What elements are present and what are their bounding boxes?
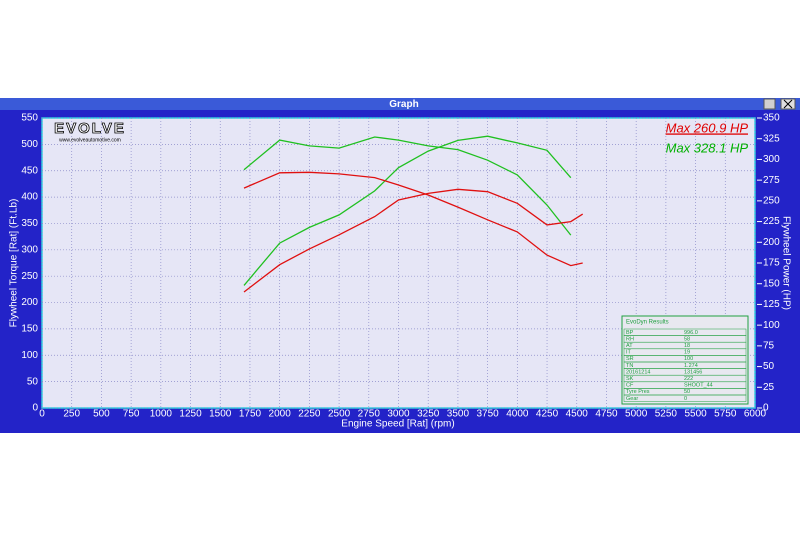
y2-tick-label: 175: [763, 258, 780, 269]
info-cell: 131456: [684, 369, 702, 375]
y2-axis-label: Flywheel Power (HP): [780, 216, 791, 310]
y2-tick-label: 350: [763, 113, 780, 124]
y-axis-label: Flywheel Torque [Rat] (Ft.Lb): [9, 199, 20, 328]
logo: EVOLVE: [54, 120, 126, 137]
x-tick-label: 500: [93, 409, 110, 420]
x-tick-label: 5500: [684, 409, 707, 420]
x-tick-label: 750: [123, 409, 140, 420]
x-tick-label: 1250: [179, 409, 202, 420]
x-tick-label: 4250: [536, 409, 559, 420]
info-cell: 1.274: [684, 363, 698, 369]
y-tick-label: 350: [21, 218, 38, 229]
x-tick-label: 3250: [417, 409, 440, 420]
title-bar: [0, 98, 800, 110]
x-tick-label: 3000: [387, 409, 410, 420]
info-title: EvoDyn Results: [626, 320, 669, 326]
x-tick-label: 2250: [298, 409, 321, 420]
restore-button[interactable]: [763, 98, 776, 110]
x-tick-label: 0: [39, 409, 45, 420]
info-cell: SK: [626, 376, 634, 382]
x-tick-label: 5250: [655, 409, 678, 420]
x-tick-label: 5750: [714, 409, 737, 420]
series-line: [243, 136, 572, 236]
x-tick-label: 1000: [150, 409, 173, 420]
series-line: [243, 188, 584, 293]
info-cell: SHOOT_44: [684, 383, 713, 389]
x-tick-label: 2000: [269, 409, 292, 420]
y2-tick-label: 0: [763, 403, 769, 414]
close-icon: [783, 99, 793, 109]
info-row: [623, 394, 747, 402]
y-tick-label: 0: [32, 403, 38, 414]
y2-tick-label: 250: [763, 195, 780, 206]
y2-tick-label: 150: [763, 278, 780, 289]
x-tick-label: 1750: [239, 409, 262, 420]
x-tick-label: 4750: [595, 409, 618, 420]
series-line: [243, 171, 583, 267]
y2-tick-label: 275: [763, 175, 780, 186]
y2-tick-label: 200: [763, 237, 780, 248]
x-tick-label: 3500: [447, 409, 470, 420]
y-tick-label: 500: [21, 139, 38, 150]
series-line: [243, 135, 572, 286]
info-cell: 50: [684, 389, 690, 395]
info-cell: 222: [684, 376, 693, 382]
x-tick-label: 4000: [506, 409, 529, 420]
info-cell: IT: [626, 350, 632, 356]
info-cell: Tyre Pres: [626, 389, 650, 395]
y2-tick-label: 300: [763, 154, 780, 165]
y2-tick-label: 25: [763, 382, 775, 393]
info-cell: 996.0: [684, 330, 698, 336]
info-cell: 58: [684, 336, 690, 342]
info-cell: CF: [626, 383, 634, 389]
x-tick-label: 2500: [328, 409, 351, 420]
y-tick-label: 450: [21, 165, 38, 176]
y-tick-label: 200: [21, 297, 38, 308]
logo-url: www.evolveautomotive.com: [59, 137, 121, 143]
y-tick-label: 100: [21, 350, 38, 361]
x-tick-label: 6000: [744, 409, 767, 420]
y-tick-label: 300: [21, 244, 38, 255]
x-tick-label: 4500: [566, 409, 589, 420]
y2-tick-label: 125: [763, 299, 780, 310]
info-cell: 0: [684, 396, 687, 402]
x-axis-label: Engine Speed [Rat] (rpm): [341, 419, 454, 430]
info-cell: TN: [626, 363, 633, 369]
x-tick-label: 1500: [209, 409, 232, 420]
y-tick-label: 50: [27, 376, 39, 387]
y-tick-label: 150: [21, 324, 38, 335]
y2-tick-label: 100: [763, 320, 780, 331]
x-tick-label: 2750: [358, 409, 381, 420]
y2-tick-label: 225: [763, 216, 780, 227]
max-annotation: Max 260.9 HP: [666, 120, 749, 135]
window-title: Graph: [389, 99, 418, 110]
info-cell: BP: [626, 330, 634, 336]
info-cell: RH: [626, 336, 634, 342]
info-box: [621, 315, 749, 405]
x-tick-label: 5000: [625, 409, 648, 420]
info-cell: 100: [684, 356, 693, 362]
info-cell: 20161214: [626, 369, 650, 375]
series-lines: [243, 135, 584, 293]
y-tick-label: 400: [21, 192, 38, 203]
y-tick-label: 250: [21, 271, 38, 282]
y-tick-label: 550: [21, 113, 38, 124]
info-cell: 18: [684, 343, 690, 349]
y2-tick-label: 325: [763, 133, 780, 144]
x-tick-label: 250: [63, 409, 80, 420]
info-cell: AT: [626, 343, 633, 349]
y2-tick-label: 75: [763, 340, 775, 351]
info-table: EvoDyn Results BP 996.0 RH 58 AT 18 IT 19 SR 100 TN…: [621, 315, 749, 405]
max-annotation: Max 328.1 HP: [666, 140, 749, 155]
y2-tick-label: 50: [763, 361, 775, 372]
x-tick-label: 3750: [477, 409, 500, 420]
info-cell: Gear: [626, 396, 638, 402]
info-cell: 19: [684, 350, 690, 356]
info-cell: SR: [626, 356, 634, 362]
